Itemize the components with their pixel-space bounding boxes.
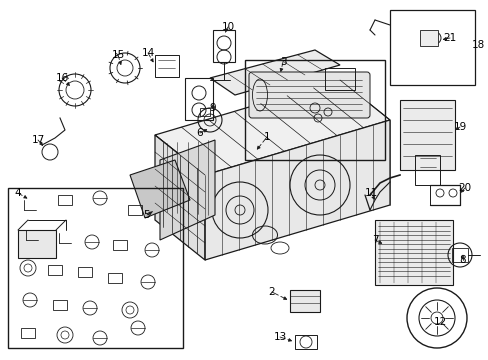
Polygon shape [160,140,215,240]
Polygon shape [209,50,339,95]
Bar [244,60,384,160]
Text: 19: 19 [452,122,466,132]
Bar [155,55,179,77]
Text: 17: 17 [31,135,44,145]
Text: 7: 7 [371,235,378,245]
FancyBboxPatch shape [248,72,369,118]
Text: 13: 13 [273,332,286,342]
Text: 11: 11 [364,188,377,198]
Bar [374,220,452,285]
Bar [451,248,467,262]
Text: 5: 5 [143,210,150,220]
Text: 16: 16 [55,73,68,83]
Bar [21,328,35,338]
Polygon shape [155,80,389,175]
Text: 10: 10 [221,22,234,32]
Bar [48,265,62,275]
Text: 1: 1 [263,132,270,142]
Text: 20: 20 [458,183,470,193]
Polygon shape [155,135,204,260]
Bar [200,108,209,116]
Bar [294,335,316,349]
Text: 14: 14 [141,48,154,58]
Polygon shape [130,160,190,218]
Bar [108,273,122,283]
Text: 6: 6 [196,128,203,138]
Bar [213,30,235,62]
Bar [18,230,56,258]
Text: 8: 8 [459,255,466,265]
Text: 2: 2 [268,287,275,297]
Bar [414,155,439,185]
Text: 12: 12 [432,317,446,327]
Bar [419,30,437,46]
Bar [325,68,354,90]
Polygon shape [204,120,389,260]
Text: 15: 15 [111,50,124,60]
Text: 18: 18 [470,40,484,50]
Bar [389,10,474,85]
Bar [289,290,319,312]
Bar [113,240,127,250]
Text: 21: 21 [443,33,456,43]
Bar [58,195,72,205]
Bar [128,205,142,215]
Text: 4: 4 [15,188,21,198]
Bar [78,267,92,277]
Bar [53,300,67,310]
Text: 3: 3 [279,57,286,67]
Bar [184,78,213,120]
Text: 9: 9 [209,103,216,113]
Bar [399,100,454,170]
Bar [8,188,183,348]
